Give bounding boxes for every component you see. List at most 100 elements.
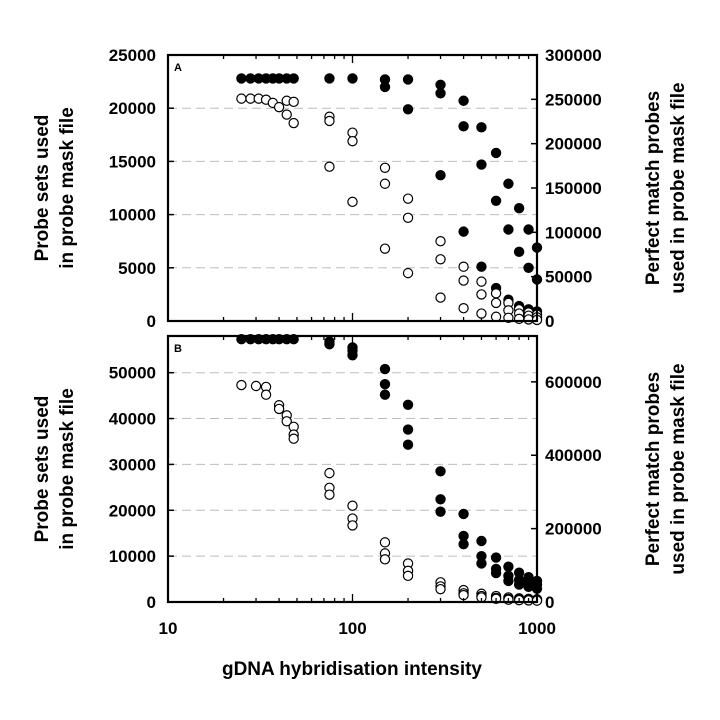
data-point-open bbox=[347, 520, 358, 531]
y-tick-label-right: 200000 bbox=[545, 135, 602, 154]
x-axis-title: gDNA hybridisation intensity bbox=[222, 659, 482, 680]
data-point-filled bbox=[523, 224, 534, 235]
right-ticks-b: 0 200000 400000 600000 bbox=[531, 373, 602, 612]
y-tick-label-right: 200000 bbox=[545, 520, 602, 539]
y-tick-label-left: 20000 bbox=[109, 501, 156, 520]
data-point-filled bbox=[402, 74, 414, 85]
data-point-open bbox=[523, 314, 534, 325]
y-tick-label-left: 0 bbox=[147, 593, 156, 612]
data-point-filled bbox=[513, 203, 525, 214]
left-axis-title-a-line2: in probe mask file bbox=[57, 107, 78, 269]
left-axis-title-b-line1: Probe sets used bbox=[32, 396, 53, 543]
data-point-open bbox=[324, 489, 335, 500]
data-point-open bbox=[458, 303, 469, 314]
data-point-open bbox=[402, 570, 414, 582]
data-point-open bbox=[324, 161, 335, 172]
data-point-filled bbox=[458, 121, 469, 132]
data-point-open bbox=[458, 275, 469, 286]
data-point-filled bbox=[347, 73, 358, 84]
data-point-open bbox=[281, 109, 292, 120]
y-tick-label-left: 15000 bbox=[109, 152, 156, 171]
data-point-filled bbox=[490, 195, 502, 206]
y-tick-label-left: 50000 bbox=[109, 364, 156, 383]
left-ticks-b: 0 10000 20000 30000 40000 50000 bbox=[109, 364, 174, 612]
data-point-filled bbox=[435, 88, 446, 99]
data-point-open bbox=[435, 292, 446, 303]
y-tick-label-left: 10000 bbox=[109, 547, 156, 566]
data-point-open bbox=[288, 117, 299, 129]
y-tick-label-right: 0 bbox=[545, 593, 554, 612]
y-tick-label-left: 10000 bbox=[109, 206, 156, 225]
data-point-filled bbox=[402, 424, 414, 435]
data-point-filled bbox=[458, 508, 469, 520]
data-point-open bbox=[402, 193, 414, 204]
data-point-filled bbox=[324, 73, 335, 84]
data-point-filled bbox=[435, 494, 446, 505]
data-point-open bbox=[379, 537, 391, 548]
data-point-open bbox=[250, 380, 262, 392]
data-point-open bbox=[402, 267, 414, 279]
data-point-filled bbox=[476, 159, 487, 170]
data-point-open bbox=[347, 500, 358, 511]
data-point-filled bbox=[490, 567, 502, 579]
left-axis-title-b-line2: in probe mask file bbox=[57, 388, 78, 550]
data-point-filled bbox=[402, 104, 414, 115]
data-point-open bbox=[490, 288, 502, 299]
data-point-open bbox=[324, 115, 335, 127]
y-tick-label-left: 0 bbox=[147, 312, 156, 331]
panel-a: A 0 5000 10000 15000 20000 25000 0 50000 100000… bbox=[32, 46, 689, 331]
data-point-open bbox=[476, 276, 487, 287]
data-point-filled bbox=[458, 95, 469, 106]
right-axis-title-a-line2: used in probe mask file bbox=[668, 82, 689, 293]
data-point-open bbox=[435, 254, 446, 265]
data-point-open bbox=[260, 389, 272, 400]
data-point-filled bbox=[523, 262, 534, 273]
y-tick-label-right: 100000 bbox=[545, 223, 602, 242]
panel-label-a: A bbox=[174, 62, 182, 74]
y-tick-label-left: 25000 bbox=[109, 46, 156, 65]
x-tick-label: 1000 bbox=[518, 619, 556, 638]
y-tick-label-left: 5000 bbox=[118, 259, 156, 278]
x-ticks-b: 10 100 1000 bbox=[159, 336, 556, 638]
data-point-open bbox=[288, 433, 299, 444]
data-point-filled bbox=[458, 539, 469, 550]
data-point-filled bbox=[379, 81, 391, 93]
data-point-open bbox=[458, 261, 469, 272]
data-point-filled bbox=[379, 389, 391, 400]
y-tick-label-right: 150000 bbox=[545, 179, 602, 198]
data-point-filled bbox=[379, 378, 391, 390]
data-point-filled bbox=[476, 535, 487, 547]
data-point-open bbox=[273, 403, 285, 415]
data-point-filled bbox=[490, 147, 502, 159]
data-point-open bbox=[281, 416, 292, 427]
x-tick-label: 10 bbox=[159, 619, 178, 638]
data-point-open bbox=[490, 297, 502, 309]
data-point-open bbox=[476, 289, 487, 300]
data-point-filled bbox=[523, 581, 534, 593]
y-tick-label-right: 400000 bbox=[545, 446, 602, 465]
data-point-filled bbox=[435, 466, 446, 477]
data-point-filled bbox=[476, 558, 487, 569]
y-tick-label-right: 50000 bbox=[545, 268, 592, 287]
data-point-open bbox=[379, 243, 391, 254]
panel-label-b: B bbox=[174, 343, 182, 355]
data-point-open bbox=[288, 96, 299, 108]
data-point-filled bbox=[236, 73, 247, 84]
data-point-filled bbox=[435, 79, 446, 90]
data-point-open bbox=[347, 127, 358, 138]
data-point-open bbox=[379, 178, 391, 189]
data-point-open bbox=[236, 93, 247, 104]
data-point-filled bbox=[458, 226, 469, 237]
data-point-filled bbox=[402, 399, 414, 410]
data-point-open bbox=[435, 583, 446, 595]
x-tick-label: 100 bbox=[338, 619, 366, 638]
data-point-filled bbox=[435, 170, 446, 181]
data-point-filled bbox=[490, 552, 502, 563]
panel-b: B 0 10000 20000 30000 40000 50000 0 200000 4000… bbox=[32, 334, 689, 680]
points-a bbox=[236, 73, 543, 326]
y-tick-label-left: 40000 bbox=[109, 410, 156, 429]
data-point-filled bbox=[503, 224, 514, 235]
data-point-filled bbox=[503, 575, 514, 587]
data-point-open bbox=[476, 308, 487, 319]
data-point-filled bbox=[379, 363, 391, 375]
